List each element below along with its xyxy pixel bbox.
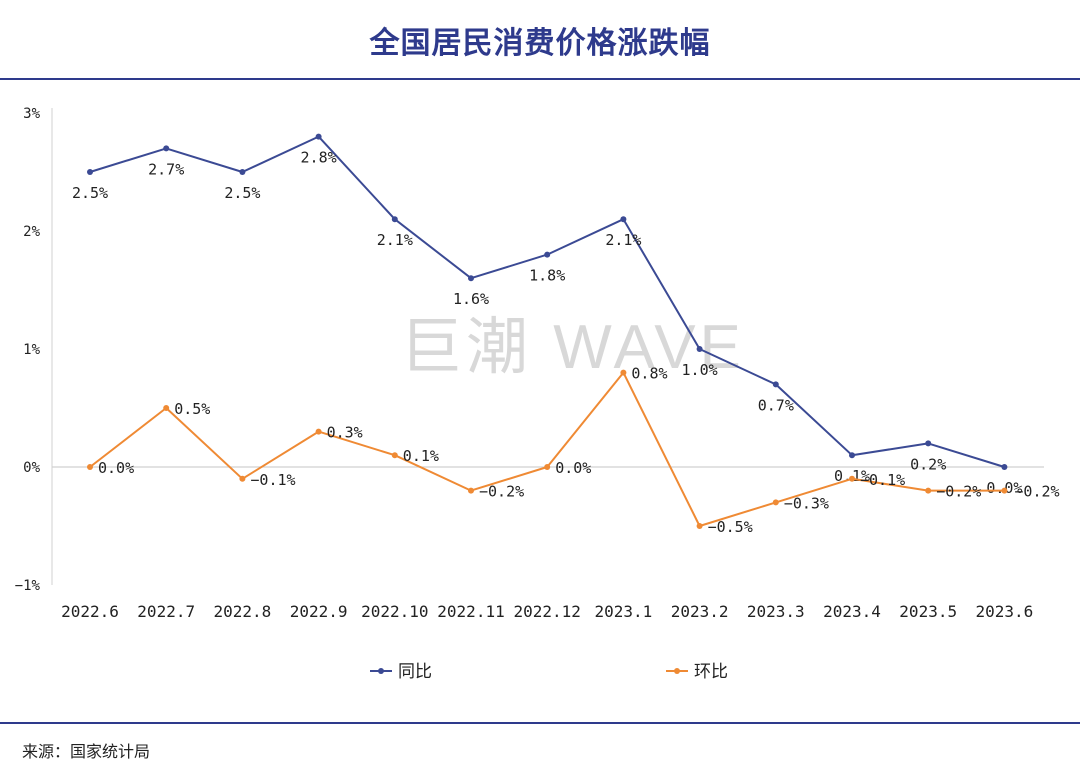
data-point bbox=[849, 475, 855, 482]
legend-swatch-marker bbox=[378, 668, 384, 674]
data-label: 2.7% bbox=[148, 160, 184, 178]
data-label: 1.8% bbox=[529, 267, 565, 285]
x-tick-label: 2023.4 bbox=[823, 602, 881, 621]
data-point bbox=[87, 169, 93, 175]
x-tick-label: 2022.9 bbox=[290, 602, 348, 621]
data-point bbox=[315, 133, 322, 140]
data-point bbox=[1001, 464, 1008, 470]
data-point bbox=[163, 145, 170, 152]
data-label: 2.1% bbox=[605, 231, 641, 249]
data-label: 0.3% bbox=[327, 424, 363, 442]
data-label: 1.0% bbox=[682, 361, 718, 379]
data-label: −0.1% bbox=[860, 471, 905, 489]
legend-label: 环比 bbox=[694, 662, 728, 682]
data-label: −0.1% bbox=[250, 471, 295, 489]
data-label: 0.8% bbox=[631, 365, 667, 383]
data-point bbox=[696, 523, 703, 529]
x-tick-label: 2023.5 bbox=[899, 602, 957, 621]
data-label: −0.3% bbox=[784, 494, 829, 512]
data-label: 0.5% bbox=[174, 400, 210, 418]
y-tick-label: 3% bbox=[23, 106, 40, 122]
page-title: 全国居民消费价格涨跌幅 bbox=[369, 26, 711, 61]
data-point bbox=[163, 405, 170, 411]
legend-swatch-marker bbox=[674, 668, 680, 674]
data-label: 0.0% bbox=[98, 459, 134, 477]
y-tick-label: 0% bbox=[23, 460, 40, 476]
y-tick-label: −1% bbox=[15, 578, 41, 594]
data-point bbox=[544, 251, 551, 258]
data-point bbox=[239, 475, 246, 482]
data-label: 0.2% bbox=[910, 455, 946, 473]
x-tick-label: 2022.7 bbox=[137, 602, 195, 621]
data-point bbox=[849, 452, 855, 459]
top-divider bbox=[0, 78, 1080, 80]
x-tick-label: 2022.8 bbox=[214, 602, 272, 621]
data-point bbox=[696, 346, 703, 352]
data-point bbox=[239, 169, 246, 175]
y-tick-label: 1% bbox=[23, 342, 40, 358]
bottom-divider bbox=[0, 722, 1080, 724]
data-label: −0.2% bbox=[936, 483, 981, 501]
data-point bbox=[1001, 487, 1008, 494]
data-point bbox=[772, 381, 779, 388]
data-label: 0.1% bbox=[403, 447, 439, 465]
data-point bbox=[620, 369, 627, 376]
source-note: 来源：国家统计局 bbox=[22, 742, 151, 761]
data-point bbox=[468, 275, 474, 282]
data-label: 2.5% bbox=[224, 184, 260, 202]
data-label: −0.2% bbox=[1014, 483, 1059, 501]
x-tick-label: 2023.2 bbox=[671, 602, 729, 621]
x-tick-label: 2022.12 bbox=[513, 602, 580, 621]
data-point bbox=[87, 464, 93, 470]
data-point bbox=[925, 440, 932, 447]
data-label: 2.5% bbox=[72, 184, 108, 202]
x-tick-label: 2022.6 bbox=[61, 602, 119, 621]
data-label: 2.8% bbox=[301, 149, 337, 167]
data-point bbox=[925, 487, 932, 494]
data-point bbox=[772, 499, 779, 506]
data-point bbox=[468, 487, 474, 494]
data-label: 1.6% bbox=[453, 290, 489, 308]
data-label: 2.1% bbox=[377, 231, 413, 249]
data-label: −0.5% bbox=[708, 518, 753, 536]
data-point bbox=[315, 428, 322, 435]
data-label: −0.2% bbox=[479, 483, 524, 501]
data-label: 0.0% bbox=[555, 459, 591, 477]
data-point bbox=[391, 216, 398, 223]
legend-label: 同比 bbox=[398, 662, 432, 682]
data-label: 0.7% bbox=[758, 396, 794, 414]
y-tick-label: 2% bbox=[23, 224, 40, 240]
data-point bbox=[544, 464, 551, 470]
x-tick-label: 2022.11 bbox=[437, 602, 504, 621]
x-tick-label: 2023.3 bbox=[747, 602, 805, 621]
x-tick-label: 2023.1 bbox=[595, 602, 653, 621]
data-point bbox=[391, 452, 398, 459]
series-line-mom bbox=[89, 371, 1005, 527]
data-point bbox=[620, 216, 627, 223]
x-tick-label: 2022.10 bbox=[361, 602, 428, 621]
x-tick-label: 2023.6 bbox=[976, 602, 1034, 621]
